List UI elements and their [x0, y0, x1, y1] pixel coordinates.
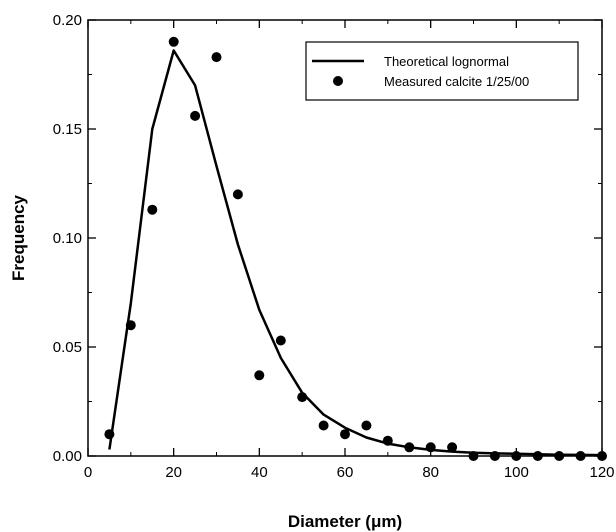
- y-tick-label: 0.15: [53, 121, 82, 138]
- data-point-measured: [318, 420, 329, 431]
- data-point-measured: [597, 451, 607, 461]
- legend-box: [305, 41, 579, 101]
- y-tick-label: 0.05: [53, 339, 82, 356]
- axis-ticks: 0 20 40 60 80 100 120 0.00 0.05 0.10 0.15 0.20: [53, 12, 615, 481]
- data-point-measured: [104, 429, 115, 440]
- x-tick-label: 120: [589, 464, 614, 481]
- data-point-measured: [232, 189, 243, 200]
- legend: Theoretical lognormal Measured calcite 1…: [305, 41, 579, 101]
- data-point-measured: [190, 110, 201, 121]
- data-point-measured: [489, 451, 500, 461]
- x-tick-label: 40: [251, 464, 268, 481]
- data-point-measured: [511, 451, 522, 461]
- y-tick-label: 0.20: [53, 12, 82, 29]
- data-point-measured: [340, 429, 350, 440]
- data-point-measured: [532, 451, 543, 461]
- data-point-measured: [447, 442, 458, 453]
- data-point-measured: [404, 442, 415, 453]
- x-axis-title: Diameter (μm): [288, 512, 402, 531]
- data-point-measured: [297, 392, 308, 403]
- data-point-measured: [554, 451, 565, 461]
- series-layer: [104, 36, 607, 461]
- data-point-measured: [125, 320, 136, 331]
- legend-marker-swatch: [333, 76, 343, 86]
- data-point-measured: [211, 52, 222, 63]
- data-point-measured: [275, 335, 286, 346]
- data-point-measured: [425, 442, 436, 453]
- data-point-measured: [468, 451, 479, 461]
- data-point-measured: [361, 420, 372, 431]
- y-tick-label: 0.10: [53, 230, 82, 247]
- data-point-measured: [168, 36, 179, 47]
- data-point-measured: [254, 370, 265, 381]
- data-point-measured: [382, 435, 393, 446]
- x-tick-label: 100: [504, 464, 529, 481]
- x-tick-label: 60: [337, 464, 354, 481]
- data-point-measured: [147, 204, 158, 215]
- x-tick-label: 80: [422, 464, 439, 481]
- data-point-measured: [575, 451, 586, 461]
- legend-label-theoretical: Theoretical lognormal: [384, 54, 509, 69]
- y-tick-label: 0.00: [53, 448, 82, 465]
- series-line-theoretical: [108, 49, 603, 457]
- x-tick-label: 0: [84, 464, 92, 481]
- legend-label-measured: Measured calcite 1/25/00: [384, 74, 529, 89]
- y-axis-title: Frequency: [9, 194, 28, 281]
- x-tick-label: 20: [165, 464, 182, 481]
